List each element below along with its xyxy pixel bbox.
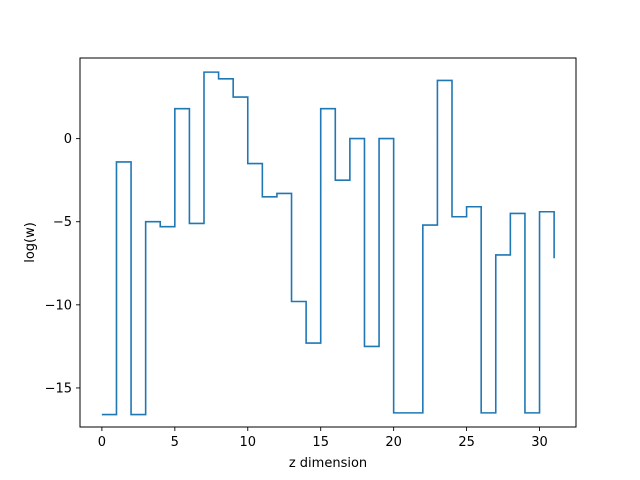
y-axis: −15 −10 −5 0 <box>45 132 80 396</box>
y-tick-label: 0 <box>64 132 72 147</box>
series-layer <box>101 71 555 416</box>
x-tick-label: 20 <box>385 435 402 450</box>
x-tick-label: 0 <box>98 435 106 450</box>
series-line-0 <box>101 71 555 416</box>
x-tick-label: 5 <box>171 435 179 450</box>
y-tick-label: −15 <box>45 381 72 396</box>
y-axis-label: log(w) <box>23 222 38 263</box>
plot-frame <box>79 57 577 428</box>
x-tick-label: 10 <box>239 435 256 450</box>
x-axis: 0 5 10 15 20 25 30 <box>98 427 548 450</box>
x-tick-label: 25 <box>458 435 475 450</box>
y-tick-label: −5 <box>53 215 72 230</box>
y-tick-label: −10 <box>45 298 72 313</box>
x-axis-label: z dimension <box>289 456 367 471</box>
x-tick-label: 30 <box>531 435 548 450</box>
x-tick-label: 15 <box>312 435 329 450</box>
